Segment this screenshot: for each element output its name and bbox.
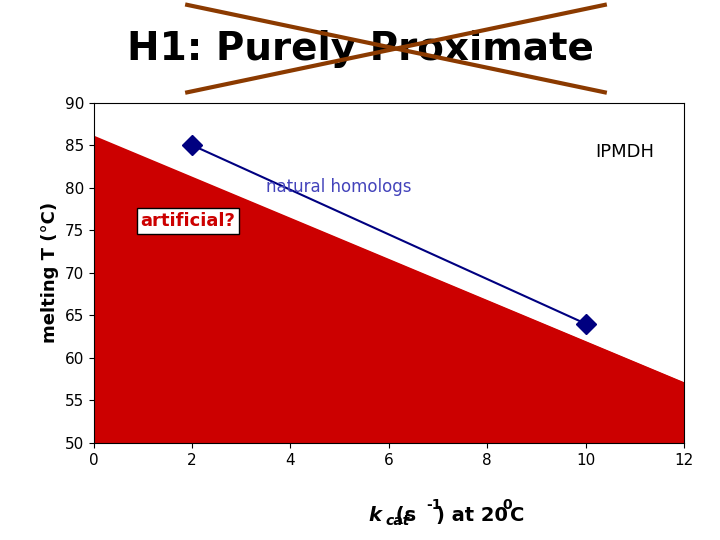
- Text: cat: cat: [385, 514, 410, 528]
- Y-axis label: melting T (°C): melting T (°C): [41, 202, 59, 343]
- Text: natural homologs: natural homologs: [266, 178, 411, 196]
- Text: Tradeoff exists for all
enzymes.: Tradeoff exists for all enzymes.: [138, 293, 338, 332]
- Text: artificial?: artificial?: [140, 212, 235, 230]
- Text: ) at 20: ) at 20: [436, 506, 508, 525]
- Text: C: C: [510, 506, 524, 525]
- Text: 0: 0: [503, 498, 512, 512]
- Text: -1: -1: [426, 498, 442, 512]
- Polygon shape: [94, 137, 684, 443]
- Text: (s: (s: [389, 506, 416, 525]
- Text: IPMDH: IPMDH: [595, 144, 654, 161]
- Text: H1: Purely Proximate: H1: Purely Proximate: [127, 30, 593, 68]
- Text: k: k: [369, 506, 382, 525]
